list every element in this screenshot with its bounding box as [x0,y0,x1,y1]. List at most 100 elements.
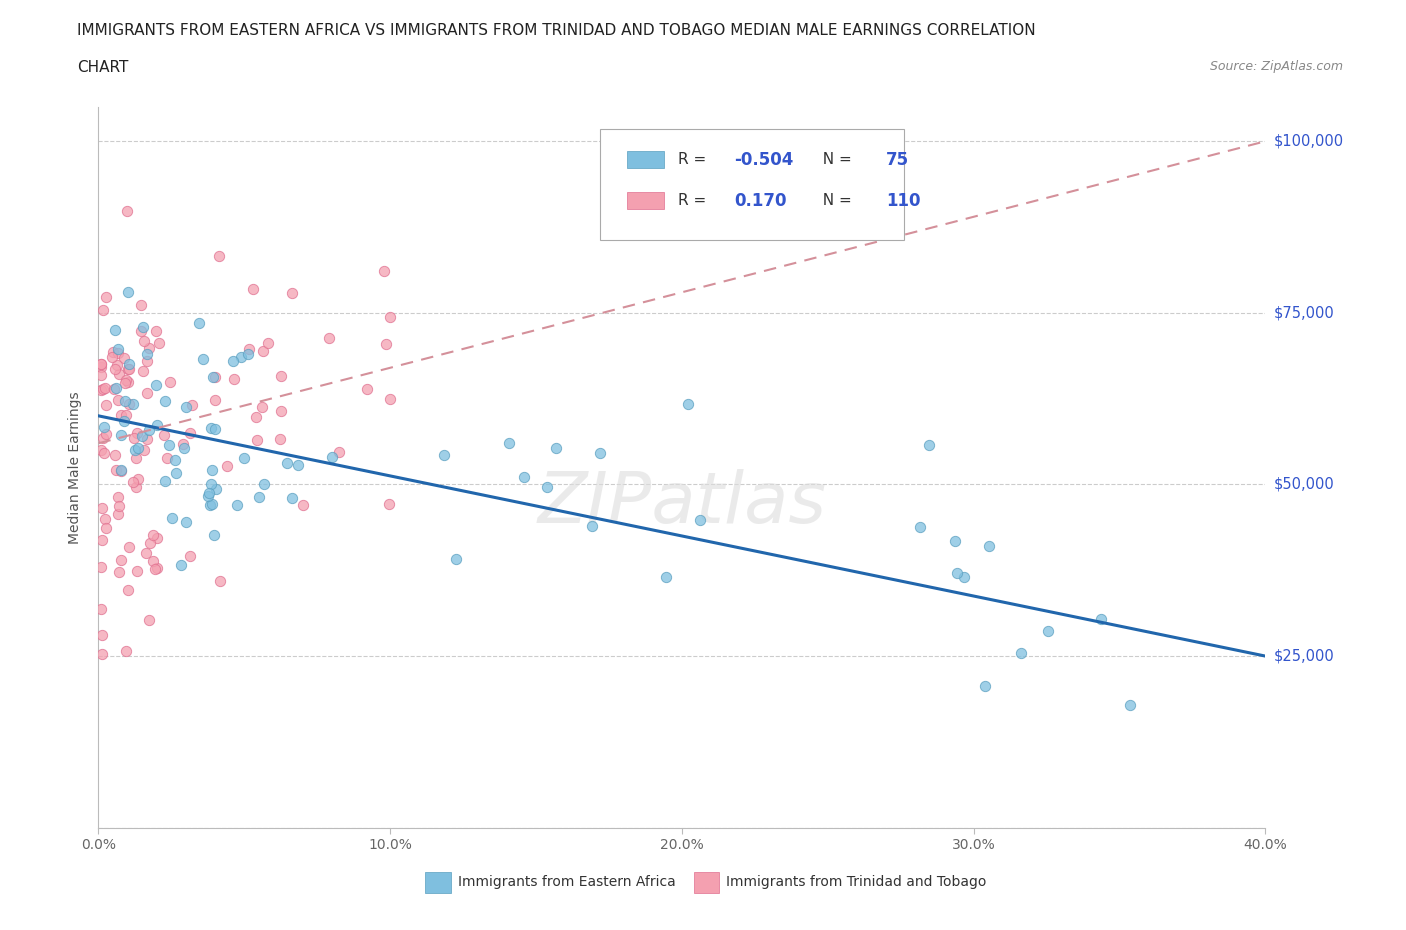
Point [118,361,141,376]
Point [204,393,226,408]
Point [112,413,135,428]
Point [114,393,136,408]
Point [281,490,304,505]
Point [918,438,941,453]
Point [135,545,157,560]
Point [131,429,153,444]
Point [91,500,114,515]
Point [380,392,402,406]
Point [94,289,117,304]
Point [94,521,117,536]
Point [91,382,114,397]
Point [276,456,298,471]
Point [655,569,678,584]
Point [110,463,132,478]
Point [176,514,198,529]
Point [138,340,160,355]
Point [191,352,214,366]
Point [292,498,315,513]
Point [536,480,558,495]
Point [135,353,157,368]
Point [125,564,148,578]
Point [380,310,402,325]
Text: $75,000: $75,000 [1274,305,1334,320]
Point [117,375,139,390]
Point [977,538,1000,553]
Point [121,474,143,489]
FancyBboxPatch shape [627,192,665,209]
Point [946,565,969,580]
Point [689,512,711,527]
Point [172,436,194,451]
Point [114,408,136,423]
Point [131,364,153,379]
Point [117,362,139,377]
Text: Source: ZipAtlas.com: Source: ZipAtlas.com [1209,60,1343,73]
Point [287,458,309,472]
Point [118,357,141,372]
Point [374,337,396,352]
Point [107,490,129,505]
FancyBboxPatch shape [425,872,451,893]
Point [974,679,997,694]
Point [245,432,267,447]
Point [90,368,112,383]
Point [1038,623,1060,638]
Point [90,443,112,458]
Point [90,602,112,617]
Point [165,466,187,481]
Point [433,447,456,462]
Point [943,534,966,549]
Point [148,336,170,351]
Point [90,356,112,371]
Point [157,437,180,452]
Point [146,418,169,432]
Point [208,574,231,589]
Point [107,565,129,579]
Point [132,443,155,458]
Point [204,421,226,436]
Point [321,450,343,465]
Text: $25,000: $25,000 [1274,648,1334,664]
Point [236,347,259,362]
Text: Immigrants from Eastern Africa: Immigrants from Eastern Africa [458,875,676,889]
Y-axis label: Median Male Earnings: Median Male Earnings [69,391,83,544]
Point [107,498,129,513]
Point [105,462,128,477]
Text: -0.504: -0.504 [734,151,794,168]
Text: R =: R = [679,153,711,167]
Point [252,343,274,358]
FancyBboxPatch shape [600,128,904,240]
Point [250,400,273,415]
Point [179,549,201,564]
Point [115,373,138,388]
Point [91,532,114,547]
Point [145,378,167,392]
Point [142,554,165,569]
Point [188,315,211,330]
Point [90,357,112,372]
Point [110,407,132,422]
Point [204,481,226,496]
Point [93,419,115,434]
Point [142,527,165,542]
Point [201,497,224,512]
Point [90,359,112,374]
Point [676,397,699,412]
Point [91,431,114,445]
Point [146,561,169,576]
Point [1090,611,1112,626]
Point [104,362,127,377]
Point [146,530,169,545]
Point [107,342,129,357]
Point [373,264,395,279]
Point [145,324,167,339]
Point [110,463,132,478]
Point [245,410,267,425]
Point [174,399,197,414]
Point [238,341,260,356]
Point [201,462,224,477]
Text: N =: N = [813,193,856,208]
Text: 0.170: 0.170 [734,192,787,209]
Point [122,430,145,445]
